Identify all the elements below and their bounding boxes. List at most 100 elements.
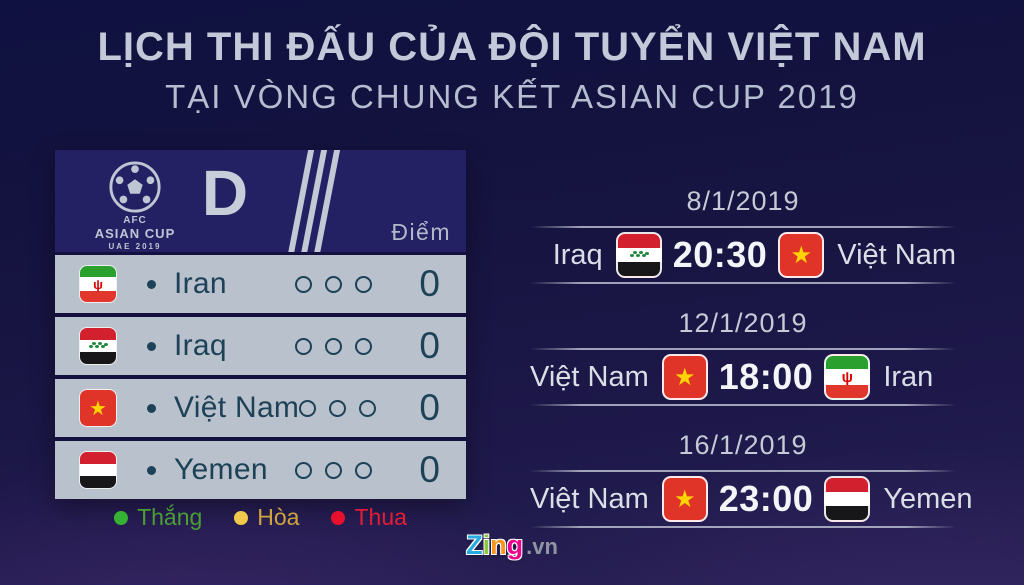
home-team-name: Việt Nam: [530, 360, 649, 393]
result-circle: [325, 461, 342, 479]
soccer-ball-icon: [79, 160, 191, 214]
zing-logo-letter: g: [506, 530, 524, 560]
away-team-name: Việt Nam: [837, 238, 956, 271]
legend-item-win: Thắng: [114, 504, 202, 531]
match-result-circles: [295, 275, 372, 293]
separator-line: [530, 470, 956, 472]
points-column-header: Điểm: [391, 219, 451, 245]
afc-logo-text-uae: UAE 2019: [108, 242, 162, 251]
result-circle: [325, 337, 342, 355]
table-row-iran: Iran 0: [55, 255, 466, 313]
separator-line: [530, 404, 956, 406]
yemen-flag-icon: [79, 451, 117, 489]
result-circle: [299, 399, 317, 417]
points-value: 0: [419, 325, 440, 366]
match-row: Việt Nam 23:00 Yemen: [530, 472, 973, 526]
yemen-flag-icon: [824, 476, 871, 522]
group-letter: D: [201, 157, 249, 229]
result-circle: [355, 461, 372, 479]
zing-logo-suffix: .vn: [526, 534, 558, 559]
win-dot-icon: [114, 510, 129, 525]
points-value: 0: [419, 387, 440, 428]
result-circle: [355, 337, 372, 355]
result-circle: [295, 275, 312, 293]
home-side: Việt Nam: [530, 476, 719, 522]
vietnam-flag-icon: [79, 389, 117, 427]
away-team-name: Yemen: [883, 482, 973, 515]
table-row-yemen: Yemen 0: [55, 441, 466, 499]
fixtures-list: 8/1/2019 Iraq 20:30 Việt Nam 12/1/2019 V…: [530, 186, 973, 552]
away-side: Yemen: [813, 476, 973, 522]
separator-line: [530, 526, 956, 528]
bullet-icon: [147, 341, 156, 351]
away-side: Iran: [813, 354, 956, 400]
match-result-circles: [295, 337, 372, 355]
home-side: Iraq: [530, 232, 673, 278]
legend-label: Thua: [354, 504, 407, 530]
zing-logo-letter: n: [490, 530, 507, 560]
kickoff-time: 23:00: [718, 478, 814, 519]
result-circle: [295, 337, 312, 355]
afc-logo-text-afc: AFC: [123, 215, 147, 226]
zing-vn-logo: Zing .vn: [0, 530, 1024, 561]
title-line-2: TẠI VÒNG CHUNG KẾT ASIAN CUP 2019: [165, 78, 859, 115]
kickoff-time: 18:00: [718, 356, 814, 397]
bullet-icon: [147, 465, 156, 475]
points-value: 0: [419, 449, 440, 490]
away-team-name: Iran: [883, 360, 934, 393]
group-standings-panel: AFC ASIAN CUP UAE 2019 D Điểm Iran 0: [55, 150, 466, 499]
legend-label: Hòa: [257, 504, 300, 530]
match-row: Iraq 20:30 Việt Nam: [530, 228, 956, 282]
table-row-vietnam: Việt Nam 0: [55, 379, 466, 437]
lose-dot-icon: [331, 510, 346, 525]
team-name: Iraq: [174, 329, 227, 362]
separator-line: [530, 348, 956, 350]
home-team-name: Iraq: [552, 238, 603, 271]
afc-asian-cup-logo: AFC ASIAN CUP UAE 2019: [79, 160, 191, 251]
iraq-flag-icon: [615, 232, 662, 278]
zing-logo-letter: i: [482, 530, 491, 560]
separator-line: [530, 282, 956, 284]
fixture-date: 16/1/2019: [678, 430, 808, 460]
standings-rows: Iran 0 Iraq 0 Việt Nam: [55, 252, 466, 499]
group-panel-header: AFC ASIAN CUP UAE 2019 D Điểm: [55, 150, 466, 252]
result-circle: [325, 275, 342, 293]
vietnam-flag-icon: [661, 476, 708, 522]
results-legend: Thắng Hòa Thua: [55, 504, 466, 531]
iraq-flag-icon: [79, 327, 117, 365]
points-value: 0: [419, 263, 440, 304]
vietnam-flag-icon: [778, 232, 825, 278]
legend-item-lose: Thua: [331, 504, 407, 531]
legend-label: Thắng: [137, 504, 203, 530]
team-name: Yemen: [174, 453, 268, 486]
fixture-date: 12/1/2019: [678, 308, 808, 338]
away-side: Việt Nam: [767, 232, 956, 278]
result-circle: [295, 461, 312, 479]
table-row-iraq: Iraq 0: [55, 317, 466, 375]
match-result-circles: [299, 399, 377, 417]
title-line-1: LỊCH THI ĐẤU CỦA ĐỘI TUYỂN VIỆT NAM: [97, 25, 927, 69]
result-circle: [329, 399, 347, 417]
team-name: Việt Nam: [174, 391, 300, 424]
bullet-icon: [147, 279, 156, 289]
vietnam-flag-icon: [661, 354, 708, 400]
fixture-2: 12/1/2019 Việt Nam 18:00 Iran: [530, 308, 956, 406]
page-title: LỊCH THI ĐẤU CỦA ĐỘI TUYỂN VIỆT NAM TẠI …: [0, 24, 1024, 116]
home-team-name: Việt Nam: [530, 482, 649, 515]
zing-logo-letter: Z: [466, 530, 483, 560]
team-name: Iran: [174, 267, 227, 300]
separator-line: [530, 226, 956, 228]
draw-dot-icon: [234, 510, 249, 525]
kickoff-time: 20:30: [672, 234, 768, 275]
fixture-date: 8/1/2019: [686, 186, 800, 216]
fixture-1: 8/1/2019 Iraq 20:30 Việt Nam: [530, 186, 956, 284]
iran-flag-icon: [79, 265, 117, 303]
match-row: Việt Nam 18:00 Iran: [530, 350, 956, 404]
legend-item-draw: Hòa: [234, 504, 299, 531]
result-circle: [355, 275, 372, 293]
home-side: Việt Nam: [530, 354, 719, 400]
result-circle: [359, 399, 377, 417]
match-result-circles: [295, 461, 372, 479]
fixture-3: 16/1/2019 Việt Nam 23:00 Yemen: [530, 430, 973, 528]
afc-logo-text-asian-cup: ASIAN CUP: [94, 226, 176, 241]
